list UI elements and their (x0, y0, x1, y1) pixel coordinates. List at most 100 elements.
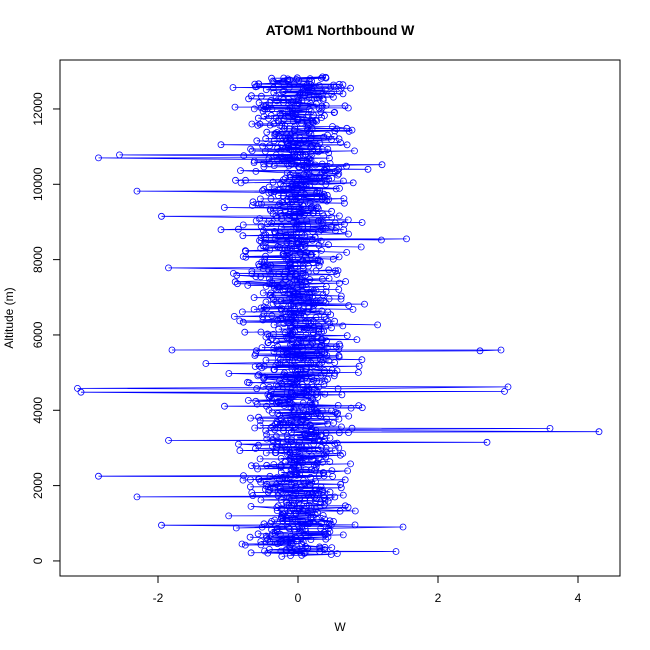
data-point (301, 86, 309, 94)
data-point (347, 84, 354, 92)
data-point (305, 298, 313, 306)
data-point (351, 521, 359, 529)
data-point (257, 541, 265, 549)
data-point (305, 501, 313, 509)
data-point (308, 491, 316, 499)
data-point (254, 372, 262, 380)
data-point (241, 247, 249, 255)
data-point (483, 438, 491, 446)
data-point (322, 166, 329, 174)
data-point (349, 305, 357, 313)
data-point (333, 367, 341, 375)
data-point (299, 353, 306, 361)
data-point (343, 332, 351, 340)
data-point (293, 375, 301, 383)
data-point (236, 317, 244, 325)
data-point (345, 230, 352, 238)
data-point (264, 339, 272, 347)
data-point (274, 144, 282, 152)
data-point (334, 267, 342, 275)
data-point (328, 544, 336, 551)
data-point (270, 89, 278, 96)
data-point (252, 217, 260, 225)
data-point (257, 200, 265, 208)
data-point (335, 352, 343, 360)
data-point (306, 291, 314, 299)
data-point (476, 347, 484, 355)
data-point (295, 176, 303, 184)
data-point (325, 195, 333, 203)
data-point (263, 128, 271, 136)
data-point (276, 109, 284, 117)
data-point (307, 425, 315, 433)
data-point (277, 209, 285, 217)
data-point (225, 370, 233, 377)
data-point (292, 182, 300, 190)
data-point (377, 236, 385, 244)
data-point (285, 135, 293, 143)
data-point (254, 465, 262, 473)
data-point (270, 78, 278, 86)
data-point (294, 96, 302, 104)
data-point (334, 385, 342, 393)
data-point (133, 493, 141, 501)
data-point (358, 404, 366, 412)
data-point (260, 163, 268, 171)
data-point (265, 406, 273, 414)
data-point (263, 402, 271, 410)
data-point (269, 77, 277, 85)
data-point (327, 521, 335, 529)
data-point (257, 92, 265, 100)
data-point (260, 303, 268, 311)
data-point (276, 360, 284, 368)
data-point (284, 197, 292, 205)
x-tick-label: -2 (153, 591, 164, 605)
data-point (300, 170, 308, 178)
data-point (290, 148, 298, 156)
data-point (251, 424, 259, 432)
data-point (279, 419, 286, 427)
data-point (252, 397, 260, 405)
data-point (302, 317, 310, 325)
data-point (340, 195, 348, 203)
data-point (281, 369, 288, 377)
data-point (297, 276, 305, 284)
data-point (301, 240, 309, 248)
data-point (340, 220, 348, 228)
data-point (271, 130, 279, 138)
data-point (308, 141, 316, 149)
data-point (321, 86, 329, 94)
data-point (299, 257, 307, 265)
data-point (296, 504, 304, 512)
data-point (299, 308, 307, 316)
data-point (296, 495, 304, 502)
data-point (300, 352, 307, 360)
data-point (340, 226, 348, 234)
data-point (262, 356, 270, 364)
data-point (286, 374, 294, 382)
data-point (258, 344, 266, 352)
data-point (283, 446, 291, 454)
data-point (299, 399, 307, 407)
data-point (268, 518, 276, 525)
data-point (325, 149, 333, 157)
data-point (300, 211, 308, 218)
data-point (341, 476, 349, 484)
data-point (304, 392, 312, 400)
data-point (280, 176, 287, 184)
data-point (74, 384, 81, 392)
data-point (295, 522, 303, 529)
data-point (280, 74, 288, 82)
data-point (326, 458, 334, 466)
data-point (274, 192, 282, 199)
data-point (252, 347, 260, 355)
data-point (321, 225, 329, 232)
data-point (329, 123, 336, 130)
data-point (282, 372, 290, 380)
data-point (256, 195, 264, 203)
data-point (288, 417, 295, 425)
data-point (307, 421, 314, 429)
data-point (257, 328, 265, 336)
data-point (339, 491, 347, 499)
data-point (307, 359, 315, 367)
